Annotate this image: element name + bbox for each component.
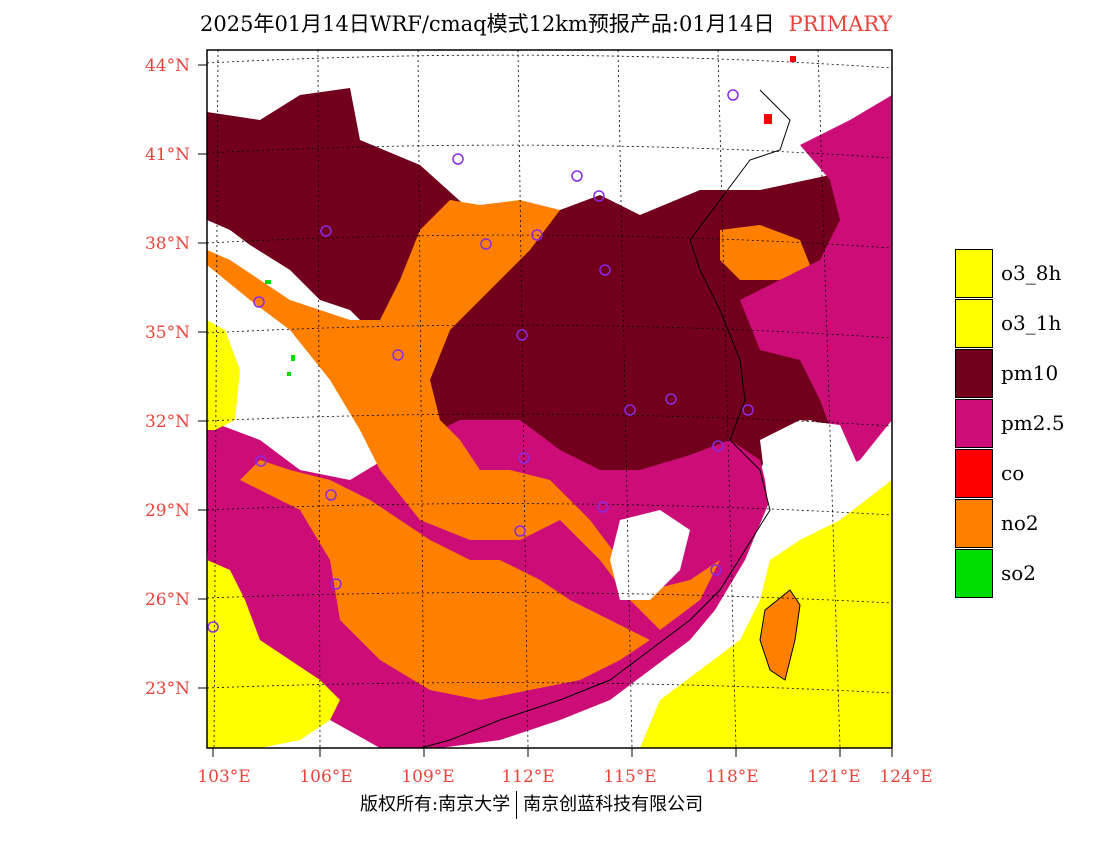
- no2-central-region: [240, 460, 650, 700]
- legend-item: so2: [955, 548, 1065, 598]
- clean-patch-southeast: [760, 420, 860, 520]
- legend-label: o3_8h: [1001, 261, 1062, 285]
- lon-label: 103°E: [197, 767, 250, 787]
- lat-label: 38°N: [145, 234, 190, 254]
- lat-label: 41°N: [145, 145, 190, 165]
- lat-label: 26°N: [145, 590, 190, 610]
- legend-swatch: [955, 398, 993, 448]
- lon-label: 124°E: [879, 767, 932, 787]
- city-markers: [207, 89, 754, 633]
- map-frame: [206, 49, 893, 749]
- legend: o3_8h o3_1h pm10 pm2.5 co no2 so2: [955, 248, 1065, 598]
- clean-patch-west: [207, 50, 300, 112]
- lon-label: 112°E: [501, 767, 554, 787]
- lon-label: 106°E: [299, 767, 352, 787]
- lon-ticks: [212, 748, 893, 757]
- legend-label: co: [1001, 461, 1025, 485]
- lat-label: 29°N: [145, 501, 190, 521]
- legend-swatch: [955, 248, 993, 298]
- copyright-separator: [516, 791, 518, 819]
- legend-swatch: [955, 348, 993, 398]
- lon-label: 109°E: [401, 767, 454, 787]
- title-text: 2025年01月14日WRF/cmaq模式12km预报产品:01月14日: [200, 12, 775, 36]
- legend-label: so2: [1001, 561, 1037, 585]
- legend-label: no2: [1001, 511, 1039, 535]
- lon-label: 121°E: [807, 767, 860, 787]
- co-dot: [764, 114, 772, 124]
- map-title: 2025年01月14日WRF/cmaq模式12km预报产品:01月14日 PRIM…: [200, 8, 892, 38]
- o3-southwest-region: [207, 560, 340, 748]
- lat-label: 23°N: [145, 679, 190, 699]
- legend-item: co: [955, 448, 1065, 498]
- copyright-company: 南京创蓝科技有限公司: [523, 794, 704, 815]
- legend-item: no2: [955, 498, 1065, 548]
- taiwan-outline: [759, 589, 801, 681]
- lat-label: 32°N: [145, 412, 190, 432]
- o3-west-region: [207, 320, 240, 430]
- legend-label: pm2.5: [1001, 411, 1065, 435]
- no2-north-region: [720, 225, 810, 280]
- legend-label: o3_1h: [1001, 311, 1062, 335]
- pm25-east-region: [740, 95, 892, 470]
- lon-label: 115°E: [603, 767, 656, 787]
- no2-region: [207, 200, 720, 630]
- legend-label: pm10: [1001, 361, 1059, 385]
- lat-label: 35°N: [145, 323, 190, 343]
- pm10-region: [207, 88, 892, 520]
- clean-patch-south: [610, 510, 690, 600]
- clean-patch-north: [360, 50, 800, 200]
- co-dot: [790, 56, 796, 62]
- legend-swatch: [955, 298, 993, 348]
- legend-swatch: [955, 498, 993, 548]
- copyright-owner: 版权所有:南京大学: [360, 794, 511, 815]
- lat-ticks: [198, 64, 207, 689]
- legend-item: o3_1h: [955, 298, 1065, 348]
- legend-item: pm2.5: [955, 398, 1065, 448]
- lat-label: 44°N: [145, 56, 190, 76]
- primary-label: PRIMARY: [788, 12, 893, 36]
- legend-swatch: [955, 548, 993, 598]
- legend-item: o3_8h: [955, 248, 1065, 298]
- so2-dot: [287, 372, 291, 376]
- legend-swatch: [955, 448, 993, 498]
- so2-dot: [291, 355, 295, 361]
- legend-item: pm10: [955, 348, 1065, 398]
- lon-label: 118°E: [705, 767, 758, 787]
- coastline: [419, 89, 791, 748]
- copyright: 版权所有:南京大学 南京创蓝科技有限公司: [360, 790, 703, 819]
- so2-dot: [265, 280, 271, 284]
